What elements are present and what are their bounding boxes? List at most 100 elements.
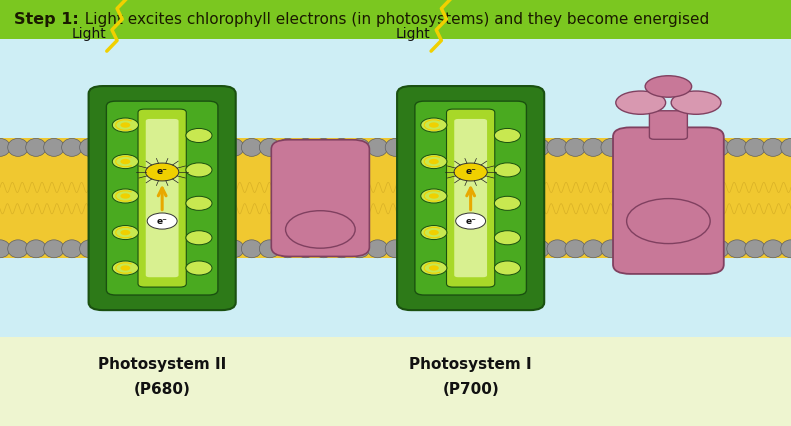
Ellipse shape <box>403 138 424 156</box>
Ellipse shape <box>115 138 136 156</box>
FancyBboxPatch shape <box>0 0 791 39</box>
Ellipse shape <box>0 240 10 258</box>
Text: Step 1:: Step 1: <box>14 12 79 27</box>
FancyBboxPatch shape <box>446 109 495 287</box>
Text: e⁻: e⁻ <box>157 167 168 176</box>
Circle shape <box>112 189 138 203</box>
FancyBboxPatch shape <box>0 39 791 426</box>
Ellipse shape <box>0 138 10 156</box>
FancyBboxPatch shape <box>454 119 487 277</box>
Circle shape <box>626 199 710 244</box>
Ellipse shape <box>44 240 64 258</box>
Ellipse shape <box>385 240 406 258</box>
Ellipse shape <box>745 138 766 156</box>
Ellipse shape <box>691 240 711 258</box>
Circle shape <box>494 261 520 275</box>
Circle shape <box>186 261 212 275</box>
Circle shape <box>429 265 439 271</box>
Circle shape <box>421 155 447 169</box>
Ellipse shape <box>439 240 460 258</box>
Text: Light: Light <box>396 27 430 41</box>
Ellipse shape <box>637 138 657 156</box>
Ellipse shape <box>206 138 226 156</box>
Ellipse shape <box>615 91 666 114</box>
FancyBboxPatch shape <box>414 101 527 295</box>
Ellipse shape <box>223 138 244 156</box>
Circle shape <box>456 213 486 229</box>
Ellipse shape <box>619 138 639 156</box>
FancyBboxPatch shape <box>146 119 179 277</box>
Ellipse shape <box>457 240 478 258</box>
Ellipse shape <box>637 240 657 258</box>
FancyBboxPatch shape <box>649 111 687 139</box>
Ellipse shape <box>781 138 791 156</box>
Ellipse shape <box>350 138 370 156</box>
Text: Light excites chlorophyll electrons (in photosystems) and they become energised: Light excites chlorophyll electrons (in … <box>75 12 710 27</box>
Ellipse shape <box>8 138 28 156</box>
Ellipse shape <box>547 240 568 258</box>
Ellipse shape <box>169 240 190 258</box>
Ellipse shape <box>475 138 496 156</box>
Ellipse shape <box>295 240 316 258</box>
Ellipse shape <box>709 138 729 156</box>
FancyBboxPatch shape <box>0 337 791 426</box>
Ellipse shape <box>421 240 441 258</box>
Ellipse shape <box>313 138 334 156</box>
FancyBboxPatch shape <box>271 140 369 256</box>
Ellipse shape <box>457 138 478 156</box>
FancyBboxPatch shape <box>613 127 724 274</box>
Ellipse shape <box>529 138 550 156</box>
Ellipse shape <box>295 138 316 156</box>
Ellipse shape <box>673 240 694 258</box>
Ellipse shape <box>547 138 568 156</box>
Circle shape <box>429 230 439 235</box>
Ellipse shape <box>691 138 711 156</box>
Ellipse shape <box>763 138 783 156</box>
Ellipse shape <box>62 138 82 156</box>
Circle shape <box>421 261 447 275</box>
Ellipse shape <box>80 138 100 156</box>
Text: Light: Light <box>71 27 106 41</box>
Ellipse shape <box>152 240 172 258</box>
Ellipse shape <box>25 240 46 258</box>
Ellipse shape <box>601 240 622 258</box>
Ellipse shape <box>529 240 550 258</box>
Circle shape <box>494 128 520 142</box>
Ellipse shape <box>97 240 118 258</box>
Circle shape <box>112 155 138 169</box>
Ellipse shape <box>385 138 406 156</box>
Ellipse shape <box>313 240 334 258</box>
Text: e⁻: e⁻ <box>157 216 168 225</box>
Ellipse shape <box>655 240 676 258</box>
Circle shape <box>286 211 355 248</box>
Ellipse shape <box>241 138 262 156</box>
Circle shape <box>146 163 179 181</box>
Ellipse shape <box>619 240 639 258</box>
Ellipse shape <box>152 138 172 156</box>
Ellipse shape <box>763 240 783 258</box>
Ellipse shape <box>187 138 208 156</box>
Circle shape <box>120 230 131 235</box>
Circle shape <box>494 231 520 245</box>
Ellipse shape <box>511 138 532 156</box>
Circle shape <box>112 118 138 132</box>
Ellipse shape <box>331 138 352 156</box>
FancyBboxPatch shape <box>397 86 544 310</box>
Ellipse shape <box>331 240 352 258</box>
Ellipse shape <box>44 138 64 156</box>
Circle shape <box>494 163 520 177</box>
FancyBboxPatch shape <box>138 109 187 287</box>
Ellipse shape <box>278 240 298 258</box>
Ellipse shape <box>565 240 585 258</box>
Ellipse shape <box>645 76 691 97</box>
Circle shape <box>112 261 138 275</box>
Ellipse shape <box>403 240 424 258</box>
Ellipse shape <box>511 240 532 258</box>
Ellipse shape <box>367 138 388 156</box>
FancyBboxPatch shape <box>89 86 236 310</box>
Ellipse shape <box>241 240 262 258</box>
FancyBboxPatch shape <box>106 101 218 295</box>
Ellipse shape <box>493 240 513 258</box>
Circle shape <box>421 225 447 239</box>
Circle shape <box>454 163 487 181</box>
